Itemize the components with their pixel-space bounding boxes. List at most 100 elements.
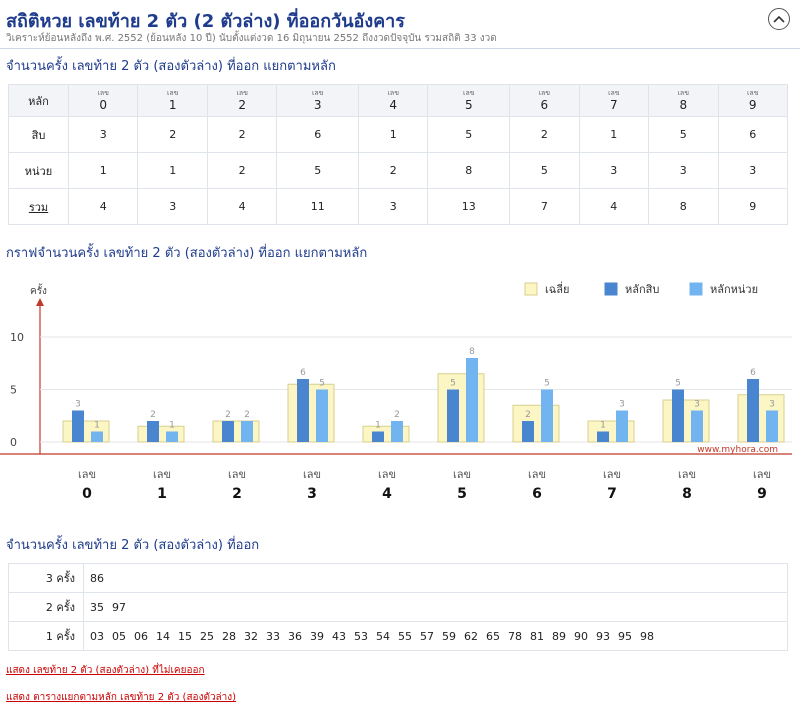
row-label[interactable]: รวม: [8, 188, 69, 225]
tens-bar: [72, 410, 84, 442]
x-tick-label: 4: [382, 486, 392, 502]
units-value-label: 1: [169, 421, 175, 431]
column-digit: 4: [389, 98, 398, 112]
units-value-label: 5: [544, 379, 550, 389]
count-table: หลัก เลข 0 เลข 1 เลข 2 เลข 3 เลข 4 เลข 5 เลข 6 เลข 7 เลข 8…: [8, 84, 788, 225]
x-tick-label: 0: [82, 486, 92, 502]
legend-label: เฉลี่ย: [545, 281, 569, 296]
legend-swatch: [524, 282, 538, 296]
table-cell: 8: [427, 152, 511, 189]
column-prefix: เลข: [311, 89, 324, 97]
page-title: สถิติหวย เลขท้าย 2 ตัว (2 ตัวล่าง) ที่ออ…: [6, 11, 405, 32]
column-digit: 3: [313, 98, 322, 112]
table-cell: 2: [358, 152, 429, 189]
units-bar: [541, 389, 553, 442]
table-cell: 2: [206, 116, 278, 153]
table-cell: 4: [578, 188, 650, 225]
freq-label: 1 ครั้ง: [8, 621, 84, 651]
units-value-label: 3: [619, 400, 625, 410]
units-value-label: 2: [244, 410, 250, 420]
lottery-number: 33: [266, 629, 280, 643]
lottery-number: 43: [332, 629, 346, 643]
x-tick-prefix: เลข: [528, 468, 546, 481]
legend-label: หลักสิบ: [625, 283, 659, 296]
page-subtitle: วิเคราะห์ย้อนหลังถึง พ.ศ. 2552 (ย้อนหลัง…: [6, 33, 497, 44]
freq-table: 3 ครั้ง 86 2 ครั้ง 35 97 1 ครั้ง 03 05 06 14 15 25 2…: [8, 563, 788, 651]
lottery-number: 03: [90, 629, 104, 643]
units-bar: [466, 358, 478, 442]
units-bar: [241, 421, 253, 442]
table-row: หน่วย 1 1 2 5 2 8 5 3 3 3: [8, 152, 788, 189]
never-drawn-link[interactable]: แสดง เลขท้าย 2 ตัว (สองตัวล่าง) ที่ไม่เค…: [6, 665, 205, 676]
table-cell: 5: [648, 116, 719, 153]
tens-bar: [447, 389, 459, 442]
tens-bar: [522, 421, 534, 442]
lottery-number: 90: [574, 629, 588, 643]
tens-value-label: 3: [75, 400, 81, 410]
units-bar: [391, 421, 403, 442]
lottery-number: 28: [222, 629, 236, 643]
tens-value-label: 5: [450, 379, 456, 389]
chevron-up-icon: [773, 15, 785, 23]
table-cell: 6: [717, 116, 788, 153]
tens-value-label: 2: [225, 410, 231, 420]
column-prefix: เลข: [97, 89, 109, 97]
row-label: หน่วย: [8, 152, 69, 189]
row-label: สิบ: [8, 116, 69, 153]
freq-label: 3 ครั้ง: [8, 563, 84, 593]
column-digit: 0: [99, 98, 108, 112]
column-header: เลข 2: [206, 84, 278, 117]
x-tick-prefix: เลข: [378, 468, 396, 481]
lottery-number: 54: [376, 629, 390, 643]
units-value-label: 1: [94, 421, 100, 431]
table-by-digit-link[interactable]: แสดง ตารางแยกตามหลัก เลขท้าย 2 ตัว (สองต…: [6, 692, 237, 703]
table-cell: 3: [578, 152, 650, 189]
lottery-number: 95: [618, 629, 632, 643]
column-header: เลข 3: [276, 84, 360, 117]
count-table-title: จำนวนครั้ง เลขท้าย 2 ตัว (สองตัวล่าง) ที…: [6, 59, 336, 74]
lottery-number: 65: [486, 629, 500, 643]
x-tick-prefix: เลข: [753, 468, 771, 481]
column-digit: 9: [748, 98, 757, 112]
column-header: เลข 6: [509, 84, 580, 117]
tens-value-label: 5: [675, 379, 681, 389]
legend-swatch: [689, 282, 703, 296]
tens-bar: [597, 431, 609, 442]
lottery-number: 89: [552, 629, 566, 643]
lottery-number: 78: [508, 629, 522, 643]
units-value-label: 5: [319, 379, 325, 389]
column-header: เลข 8: [648, 84, 719, 117]
x-tick-label: 1: [157, 486, 167, 502]
units-bar: [316, 389, 328, 442]
legend-label: หลักหน่วย: [710, 283, 758, 296]
collapse-button[interactable]: [768, 8, 790, 30]
column-prefix: เลข: [166, 89, 179, 97]
units-value-label: 3: [694, 400, 700, 410]
column-prefix: เลข: [608, 89, 620, 97]
tens-value-label: 1: [600, 421, 606, 431]
units-bar: [166, 431, 178, 442]
table-cell: 1: [358, 116, 429, 153]
lottery-number: 62: [464, 629, 478, 643]
freq-numbers: 86: [83, 563, 788, 593]
units-value-label: 3: [769, 400, 775, 410]
table-cell: 5: [427, 116, 511, 153]
units-bar: [766, 410, 778, 442]
y-axis-label: ครั้ง: [30, 283, 47, 297]
lottery-number: 39: [310, 629, 324, 643]
lottery-number: 98: [640, 629, 654, 643]
lottery-number: 32: [244, 629, 258, 643]
column-prefix: เลข: [538, 89, 551, 97]
column-digit: 8: [679, 98, 688, 112]
y-tick-label: 5: [10, 384, 17, 397]
table-cell: 2: [509, 116, 580, 153]
freq-numbers: 35 97: [83, 592, 788, 622]
lottery-number: 36: [288, 629, 302, 643]
tens-bar: [672, 389, 684, 442]
x-tick-label: 8: [682, 486, 692, 502]
table-cell: 11: [276, 188, 360, 225]
table-cell: 5: [509, 152, 580, 189]
chart-title: กราฟจำนวนครั้ง เลขท้าย 2 ตัว (สองตัวล่าง…: [6, 246, 368, 261]
table-row: สิบ 3 2 2 6 1 5 2 1 5 6: [8, 116, 788, 153]
column-digit: 1: [168, 98, 177, 112]
